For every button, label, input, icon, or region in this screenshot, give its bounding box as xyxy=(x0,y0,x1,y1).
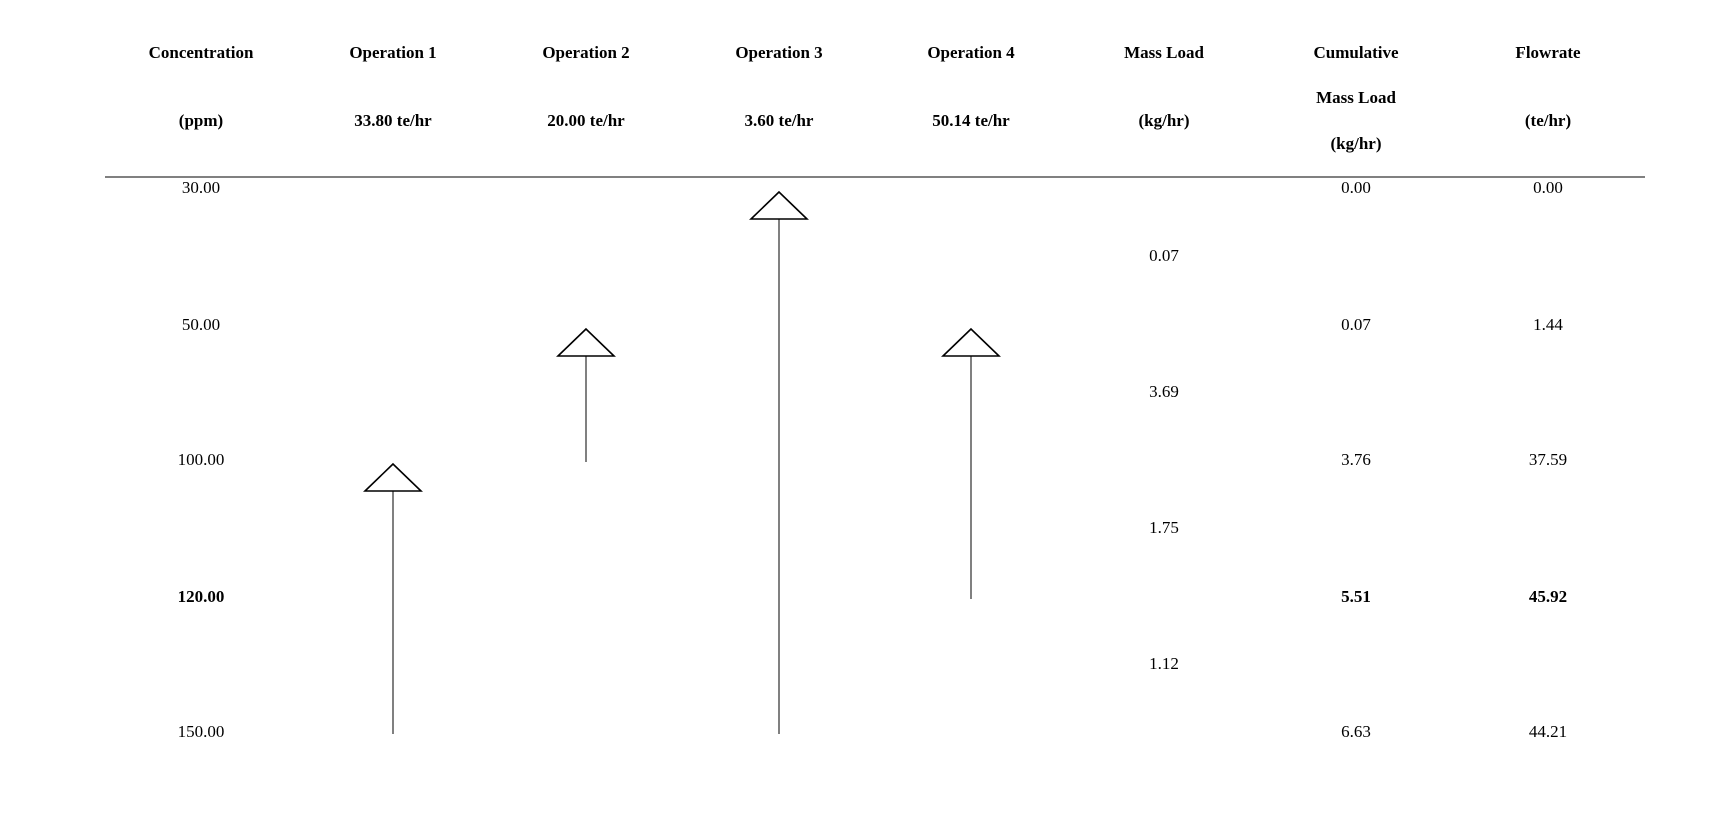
concentration-value: 100.00 xyxy=(177,450,225,469)
interval-mass-load-value: 0.07 xyxy=(1149,246,1179,265)
cumulative-mass-load-value: 3.76 xyxy=(1341,450,1371,469)
concentration-value: 30.00 xyxy=(181,178,221,197)
operation-1-arrowhead xyxy=(363,462,423,492)
column-header-4-line2: 3.60 te/hr xyxy=(744,111,814,130)
concentration-value: 50.00 xyxy=(181,315,221,334)
column-header-2-line1: Operation 1 xyxy=(349,43,437,62)
operation-3-arrowhead xyxy=(749,190,809,220)
flowrate-value: 44.21 xyxy=(1528,722,1568,741)
column-header-7-line3: (kg/hr) xyxy=(1330,134,1382,153)
flowrate-value: 1.44 xyxy=(1533,315,1563,334)
column-header-3-line2: 20.00 te/hr xyxy=(547,111,625,130)
column-header-5-line2: 50.14 te/hr xyxy=(932,111,1010,130)
column-header-8-line1: Flowrate xyxy=(1515,43,1581,62)
cumulative-mass-load-value: 0.00 xyxy=(1341,178,1371,197)
column-header-2-line2: 33.80 te/hr xyxy=(354,111,432,130)
operation-4-arrow xyxy=(941,327,1001,599)
column-header-7-line2: Mass Load xyxy=(1316,88,1396,107)
column-header-4-line1: Operation 3 xyxy=(735,43,823,62)
column-header-6-line1: Mass Load xyxy=(1124,43,1204,62)
column-header-7-line1: Cumulative xyxy=(1313,43,1399,62)
column-header-1-line2: (ppm) xyxy=(178,111,224,130)
flowrate-value: 37.59 xyxy=(1528,450,1568,469)
flowrate-value: 0.00 xyxy=(1533,178,1563,197)
column-header-3-line1: Operation 2 xyxy=(542,43,630,62)
column-header-5-line1: Operation 4 xyxy=(927,43,1015,62)
operation-2-arrowhead xyxy=(556,327,616,357)
column-header-1-line1: Concentration xyxy=(148,43,254,62)
column-header-8-line2: (te/hr) xyxy=(1524,111,1572,130)
interval-mass-load-value: 3.69 xyxy=(1149,382,1179,401)
concentration-value: 120.00 xyxy=(177,587,225,606)
operation-2-arrow xyxy=(556,327,616,462)
concentration-value: 150.00 xyxy=(177,722,225,741)
cumulative-mass-load-value: 5.51 xyxy=(1341,587,1371,606)
operation-1-arrow xyxy=(363,462,423,734)
operation-4-arrowhead xyxy=(941,327,1001,357)
cumulative-mass-load-value: 0.07 xyxy=(1341,315,1371,334)
interval-mass-load-value: 1.12 xyxy=(1149,654,1179,673)
interval-mass-load-value: 1.75 xyxy=(1149,518,1179,537)
flowrate-value: 45.92 xyxy=(1528,587,1568,606)
column-header-6-line2: (kg/hr) xyxy=(1138,111,1190,130)
cumulative-mass-load-value: 6.63 xyxy=(1341,722,1371,741)
operation-3-arrow xyxy=(749,190,809,734)
